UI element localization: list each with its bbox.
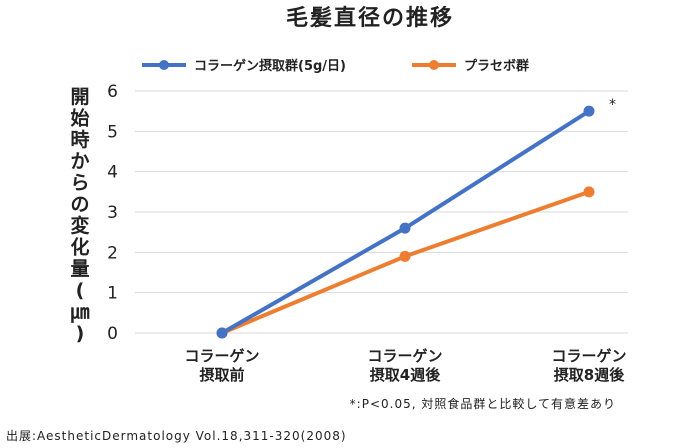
series <box>216 105 595 339</box>
y-axis-label-char: 変 <box>70 214 89 237</box>
y-axis-label-char: 始 <box>70 107 89 130</box>
legend: コラーゲン摂取群(5g/日) プラセボ群 <box>142 58 529 74</box>
data-point-placebo <box>583 186 595 198</box>
legend-marker-placebo <box>429 60 439 70</box>
source-citation: 出展:AestheticDermatology Vol.18,311-320(2… <box>6 429 347 443</box>
series-line-placebo <box>220 189 591 335</box>
y-tick-label: 1 <box>107 284 118 304</box>
x-category-label: コラーゲン <box>367 347 442 365</box>
y-axis-label-char: 量 <box>70 258 89 280</box>
y-tick-label: 3 <box>107 203 118 223</box>
y-tick-label: 4 <box>107 163 118 183</box>
data-point-collagen <box>583 105 595 117</box>
y-axis-label-char: の <box>70 194 89 216</box>
y-tick-label: 6 <box>107 82 118 102</box>
gridlines <box>135 90 628 334</box>
data-point-collagen <box>399 222 411 234</box>
y-axis-label-char: か <box>70 151 89 173</box>
x-category-label: 摂取8週後 <box>554 366 625 384</box>
y-axis-label-char: 時 <box>70 129 89 151</box>
legend-marker-collagen <box>159 60 169 70</box>
x-category-label: コラーゲン <box>551 347 626 365</box>
x-category-label: 摂取前 <box>199 366 244 384</box>
y-tick-label: 0 <box>107 324 118 344</box>
y-axis-label-char: ) <box>76 323 85 345</box>
series-line-collagen <box>220 109 591 335</box>
data-point-placebo <box>399 250 411 262</box>
chart-title: 毛髪直径の推移 <box>286 5 454 31</box>
legend-label-collagen: コラーゲン摂取群(5g/日) <box>194 58 346 74</box>
y-tick-label: 5 <box>107 122 118 142</box>
y-axis-label-char: 化 <box>70 236 89 259</box>
y-axis-label-char: ( <box>76 280 85 302</box>
y-axis-label-char: ㎛ <box>70 301 89 323</box>
legend-label-placebo: プラセボ群 <box>464 58 529 74</box>
x-category-label: 摂取4週後 <box>370 366 441 384</box>
y-axis-label-char: ら <box>70 172 89 194</box>
y-axis-label-char: 開 <box>70 86 89 108</box>
footnote: *:P<0.05, 対照食品群と比較して有意差あり <box>350 396 616 411</box>
y-axis-ticks: 0 1 2 3 4 5 6 <box>107 82 118 344</box>
significance-mark: * <box>609 97 616 113</box>
y-tick-label: 2 <box>107 243 118 263</box>
data-point-collagen <box>216 327 228 339</box>
x-category-label: コラーゲン <box>184 347 259 365</box>
